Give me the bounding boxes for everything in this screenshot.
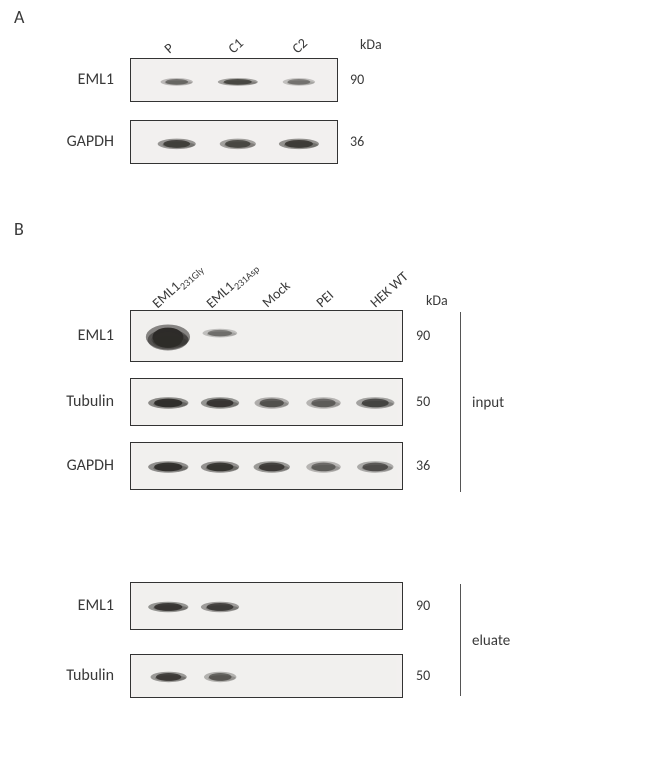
panel-b-input-row-Tubulin: Tubulin — [38, 392, 114, 411]
panel-a-col-0: P — [161, 40, 178, 57]
panel-b-eluate-kda-Tubulin: 50 — [416, 667, 430, 684]
panel-b-input-kda-GAPDH: 36 — [416, 457, 430, 474]
panel-b-eluate-row-EML1: EML1 — [38, 596, 114, 615]
panel-a-col-2: C2 — [289, 35, 311, 57]
panel-b-eluate-label: eluate — [472, 632, 510, 650]
panel-b-col-3: PEI — [313, 287, 337, 311]
panel-b-col-4: HEK WT — [367, 268, 412, 311]
panel-b-col-1: EML1231Asp — [203, 258, 262, 314]
panel-a-blot-EML1 — [130, 58, 338, 102]
panel-b-eluate-row-Tubulin: Tubulin — [38, 666, 114, 685]
panel-a-kda-unit: kDa — [360, 36, 382, 53]
panel-a-row-GAPDH: GAPDH — [38, 132, 114, 151]
panel-b-input-label: input — [472, 394, 504, 412]
panel-b-input-blot-GAPDH — [130, 442, 403, 490]
panel-a-col-1: C1 — [225, 35, 247, 57]
panel-b-input-row-GAPDH: GAPDH — [38, 456, 114, 475]
panel-a-kda-EML1: 90 — [350, 71, 364, 88]
panel-b-col-2: Mock — [259, 277, 294, 311]
panel-b-eluate-kda-EML1: 90 — [416, 597, 430, 614]
panel-b-kda-unit: kDa — [426, 292, 448, 309]
panel-b-letter: B — [14, 218, 24, 240]
panel-b-eluate-blot-EML1 — [130, 582, 403, 630]
panel-a-kda-GAPDH: 36 — [350, 133, 364, 150]
panel-b-eluate-bar — [460, 584, 461, 696]
panel-a-letter: A — [14, 6, 24, 28]
panel-b-col-0: EML1231Gly — [149, 259, 207, 314]
panel-b-input-row-EML1: EML1 — [38, 326, 114, 345]
panel-b-input-blot-Tubulin — [130, 378, 403, 426]
panel-a-row-EML1: EML1 — [38, 70, 114, 89]
panel-b-input-blot-EML1 — [130, 310, 403, 362]
panel-a-blot-GAPDH — [130, 120, 338, 164]
panel-b-input-kda-Tubulin: 50 — [416, 393, 430, 410]
panel-b-eluate-blot-Tubulin — [130, 654, 403, 698]
panel-b-input-kda-EML1: 90 — [416, 327, 430, 344]
panel-b-input-bar — [460, 312, 461, 492]
